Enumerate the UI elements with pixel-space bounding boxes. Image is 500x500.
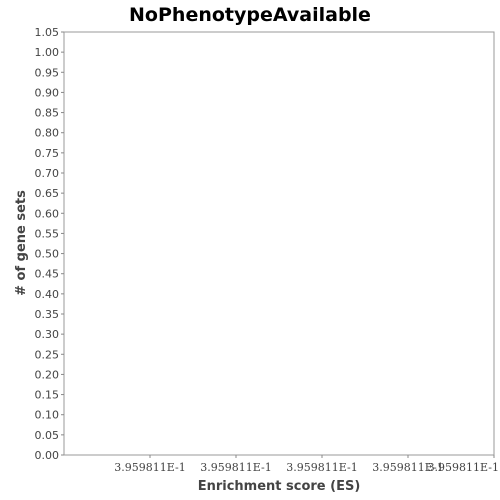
y-tick-label: 1.00 bbox=[35, 46, 60, 59]
y-axis: 0.00 0.05 0.10 0.15 0.20 0.25 0.30 0.35 0.40 0.45… bbox=[35, 26, 64, 462]
y-tick-label: 0.55 bbox=[35, 227, 60, 240]
y-tick-label: 0.95 bbox=[35, 66, 60, 79]
y-tick-label: 0.15 bbox=[35, 389, 60, 402]
x-tick-label: 3.959811E-1 bbox=[372, 461, 443, 474]
y-tick-label: 0.20 bbox=[35, 368, 60, 381]
chart-title: NoPhenotypeAvailable bbox=[129, 4, 371, 26]
y-tick-label: 0.90 bbox=[35, 86, 60, 99]
y-axis-label: # of gene sets bbox=[14, 190, 29, 296]
y-tick-label: 0.00 bbox=[35, 449, 60, 462]
y-tick-label: 0.35 bbox=[35, 308, 60, 321]
x-tick-label: 3.959811E-1 bbox=[200, 461, 271, 474]
y-tick-label: 0.30 bbox=[35, 328, 60, 341]
y-tick-label: 0.25 bbox=[35, 348, 60, 361]
y-tick-label: 1.05 bbox=[35, 26, 60, 39]
x-tick-label: 3.959811E-1 bbox=[428, 461, 499, 474]
y-tick-label: 0.50 bbox=[35, 248, 60, 261]
y-tick-label: 0.70 bbox=[35, 167, 60, 180]
y-tick-label: 0.45 bbox=[35, 268, 60, 281]
y-tick-label: 0.10 bbox=[35, 409, 60, 422]
plot-area bbox=[63, 31, 495, 456]
y-tick-label: 0.05 bbox=[35, 429, 60, 442]
x-axis: 3.959811E-1 3.959811E-1 3.959811E-1 3.95981… bbox=[114, 455, 499, 474]
y-tick-label: 0.80 bbox=[35, 127, 60, 140]
x-tick-label: 3.959811E-1 bbox=[114, 461, 185, 474]
y-tick-label: 0.60 bbox=[35, 207, 60, 220]
x-tick-label: 3.959811E-1 bbox=[286, 461, 357, 474]
x-axis-label: Enrichment score (ES) bbox=[198, 479, 361, 494]
y-tick-label: 0.75 bbox=[35, 147, 60, 160]
y-tick-label: 0.40 bbox=[35, 288, 60, 301]
y-tick-label: 0.85 bbox=[35, 107, 60, 120]
y-tick-label: 0.65 bbox=[35, 187, 60, 200]
